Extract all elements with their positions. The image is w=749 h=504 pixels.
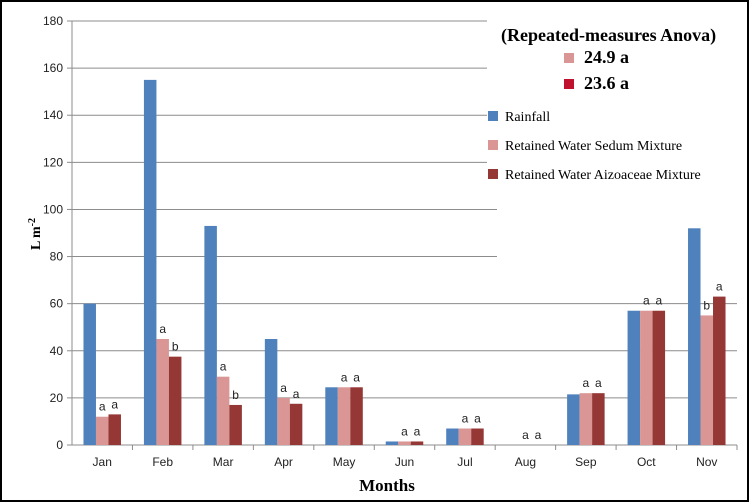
bar	[83, 303, 96, 445]
bar	[652, 310, 666, 445]
significance-label: b	[703, 298, 710, 312]
bar	[410, 441, 424, 445]
x-tick-label: Nov	[696, 455, 717, 469]
legend-swatch	[488, 111, 498, 121]
x-tick-label: Oct	[637, 455, 656, 469]
legend-swatch	[488, 169, 498, 179]
significance-label: a	[535, 428, 542, 442]
bar	[385, 441, 399, 445]
y-tick-label: 0	[56, 438, 63, 452]
x-axis-title: Months	[359, 476, 415, 495]
x-tick-label: Sep	[575, 455, 597, 469]
bar	[446, 428, 459, 445]
significance-label: a	[280, 381, 287, 395]
y-tick-label: 120	[43, 155, 63, 169]
significance-label: a	[159, 322, 166, 336]
bar	[325, 387, 338, 445]
bar	[640, 310, 653, 445]
anova-swatch	[564, 79, 574, 89]
bar	[398, 441, 411, 445]
bar	[277, 397, 290, 445]
anova-title: (Repeated-measures Anova)	[501, 25, 716, 46]
legend-label: Retained Water Sedum Mixture	[505, 139, 682, 154]
significance-label: a	[401, 424, 408, 438]
x-tick-label: Apr	[274, 455, 293, 469]
x-tick-label: Jul	[457, 455, 472, 469]
y-tick-label: 160	[43, 61, 63, 75]
x-tick-label: May	[333, 455, 356, 469]
bar	[567, 394, 580, 445]
significance-label: a	[716, 280, 723, 294]
bar	[579, 393, 593, 445]
y-axis-title-superscript: -2	[27, 218, 38, 226]
bar	[337, 387, 351, 445]
bar	[95, 416, 109, 445]
bar	[350, 387, 363, 445]
legend-swatch	[488, 140, 498, 150]
y-tick-label: 140	[43, 108, 63, 122]
legend-label: Retained Water Aizoaceae Mixture	[505, 168, 701, 183]
bar	[713, 296, 726, 445]
bar	[143, 79, 157, 445]
significance-label: a	[293, 387, 300, 401]
bar	[700, 315, 714, 445]
significance-label: b	[232, 388, 239, 402]
significance-label: a	[474, 412, 481, 426]
significance-label: b	[172, 340, 179, 354]
significance-label: a	[643, 294, 650, 308]
significance-label: a	[595, 376, 602, 390]
significance-label: a	[220, 360, 227, 374]
y-tick-label: 80	[50, 250, 64, 264]
bar	[229, 404, 242, 445]
anova-value: 23.6 a	[584, 73, 629, 93]
legend-background	[487, 20, 742, 198]
significance-label: a	[353, 370, 360, 384]
y-tick-label: 60	[50, 297, 64, 311]
x-tick-label: Jan	[93, 455, 112, 469]
legend-label: Rainfall	[505, 110, 550, 125]
x-tick-label: Mar	[213, 455, 234, 469]
bar	[216, 376, 230, 445]
x-tick-label: Feb	[152, 455, 173, 469]
bar	[627, 310, 641, 445]
x-tick-label: Aug	[515, 455, 536, 469]
significance-label: a	[111, 397, 118, 411]
y-tick-label: 40	[50, 344, 64, 358]
bar	[204, 225, 217, 445]
y-tick-label: 180	[43, 14, 63, 28]
significance-label: a	[414, 424, 421, 438]
bar	[108, 414, 121, 445]
bar	[688, 228, 701, 445]
bar	[592, 393, 605, 445]
significance-label: a	[655, 294, 662, 308]
significance-label: a	[462, 412, 469, 426]
bar	[458, 428, 472, 445]
anova-swatch	[564, 53, 574, 63]
significance-label: a	[341, 370, 348, 384]
significance-label: a	[99, 400, 106, 414]
bar	[289, 403, 303, 445]
significance-label: a	[522, 428, 529, 442]
bar	[168, 356, 182, 445]
significance-label: a	[583, 376, 590, 390]
x-tick-label: Jun	[395, 455, 414, 469]
bar	[264, 339, 278, 445]
y-tick-label: 20	[50, 391, 64, 405]
y-tick-label: 100	[43, 202, 63, 216]
bar	[471, 428, 484, 445]
y-axis-title: L m-2	[27, 218, 44, 250]
anova-value: 24.9 a	[584, 47, 629, 67]
bar	[156, 339, 169, 445]
